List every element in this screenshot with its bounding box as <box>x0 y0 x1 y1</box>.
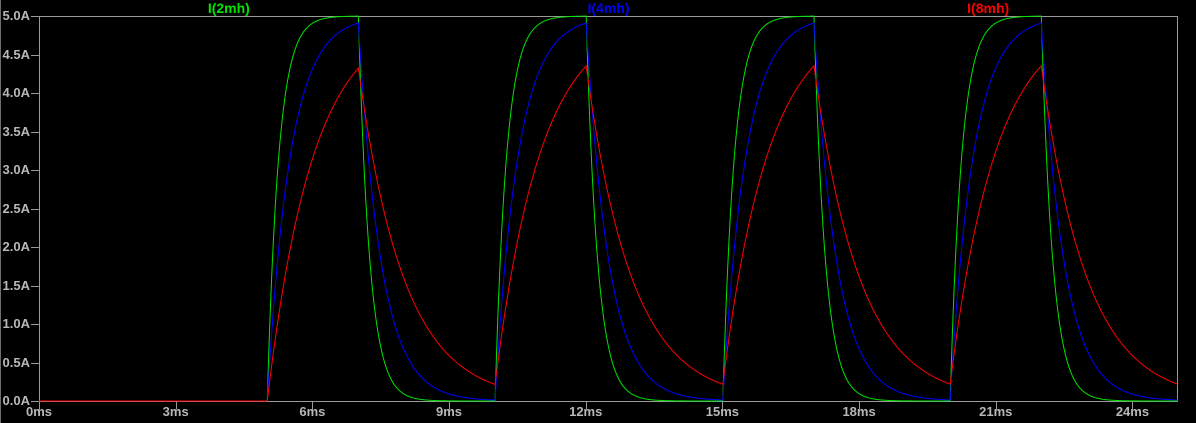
trace-label-i8mh[interactable]: I(8mh) <box>967 0 1010 16</box>
x-tick-label: 18ms <box>842 404 876 419</box>
pane-left-border <box>0 0 1 423</box>
y-tick-label: 0.5A <box>2 354 30 370</box>
trace-label-i4mh[interactable]: I(4mh) <box>587 0 630 16</box>
trace-label-i2mh[interactable]: I(2mh) <box>207 0 250 16</box>
y-tick-label: 5.0A <box>2 8 30 23</box>
y-tick-label: 4.0A <box>2 85 30 100</box>
y-tick-label: 0.0A <box>2 393 30 408</box>
x-tick-label: 24ms <box>1115 404 1150 419</box>
trace-i(8mh)[interactable] <box>39 64 1179 402</box>
y-tick-label: 4.5A <box>2 46 30 62</box>
y-tick-label: 3.5A <box>2 123 30 139</box>
y-tick-label: 2.5A <box>2 200 30 216</box>
trace-i(4mh)[interactable] <box>39 22 1179 402</box>
x-tick-label: 9ms <box>436 404 463 419</box>
x-tick-label: 12ms <box>569 404 603 419</box>
y-tick-label: 1.0A <box>2 316 30 331</box>
y-tick-label: 3.0A <box>2 162 30 177</box>
trace-i(2mh)[interactable] <box>39 15 1178 402</box>
y-tick-label: 1.5A <box>2 277 30 293</box>
x-tick-label: 0ms <box>25 404 53 419</box>
plot-border <box>39 16 1178 402</box>
y-tick-label: 2.0A <box>2 239 30 254</box>
x-tick-label: 15ms <box>705 404 740 419</box>
x-tick-label: 6ms <box>299 404 326 419</box>
x-tick-label: 21ms <box>979 404 1013 419</box>
x-tick-label: 3ms <box>162 404 189 419</box>
